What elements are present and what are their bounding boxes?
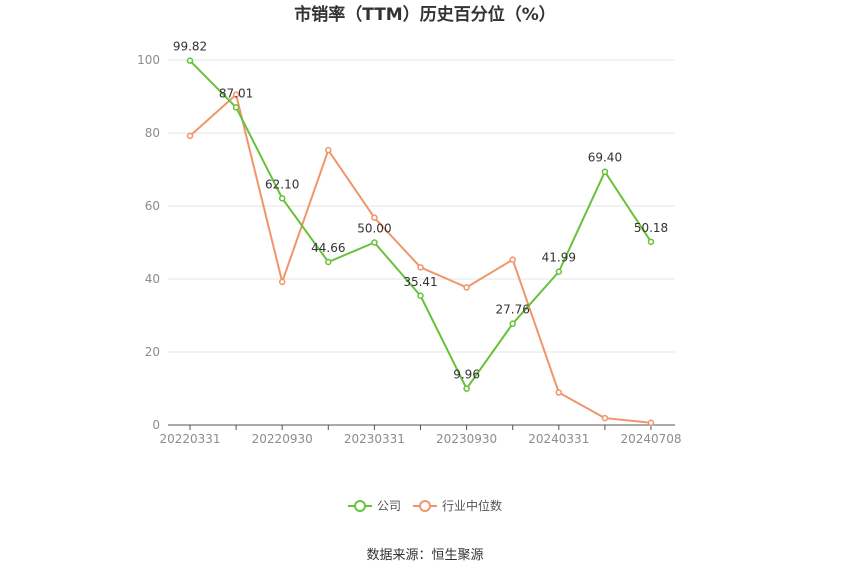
data-label-0: 99.82	[173, 40, 207, 54]
source-note: 数据来源：恒生聚源	[366, 548, 483, 563]
grid-lines	[168, 59, 675, 353]
series-line-0	[189, 59, 652, 390]
series-industry-median	[186, 91, 655, 427]
legend-swatch-marker-1	[419, 500, 431, 512]
data-point-0-2[interactable]	[278, 195, 286, 202]
data-label-1: 87.01	[219, 86, 253, 100]
data-point-1-3[interactable]	[325, 146, 332, 154]
legend-item-0[interactable]: 公司	[348, 499, 401, 513]
data-point-1-10[interactable]	[647, 419, 655, 427]
data-point-1-0[interactable]	[186, 132, 194, 140]
x-tick-label-20240331: 20240331	[528, 432, 589, 446]
data-label-4: 50.00	[357, 222, 391, 236]
data-label-10: 50.18	[634, 221, 668, 235]
y-tick-label-40: 40	[145, 272, 160, 286]
data-label-3: 44.66	[311, 241, 345, 255]
legend[interactable]: 公司 行业中位数	[348, 498, 502, 513]
y-tick-label-80: 80	[145, 126, 160, 140]
data-point-1-1[interactable]	[232, 91, 240, 98]
data-point-0-7[interactable]	[509, 320, 516, 327]
data-point-1-6[interactable]	[463, 284, 470, 291]
data-point-0-3[interactable]	[325, 258, 332, 266]
data-point-0-1[interactable]	[232, 104, 240, 111]
x-tick-label-20240708: 20240708	[620, 432, 681, 446]
data-point-1-4[interactable]	[371, 214, 378, 221]
legend-label-1: 行业中位数	[442, 498, 502, 513]
x-axis: 20220331 20220930 20230331 20230930 20240331…	[159, 424, 682, 446]
data-label-2: 62.10	[265, 177, 299, 191]
data-point-0-4[interactable]	[371, 239, 378, 246]
data-label-9: 69.40	[588, 151, 622, 165]
data-point-1-7[interactable]	[509, 256, 516, 263]
data-point-0-10[interactable]	[647, 238, 655, 246]
series-layer: 99.82 87.01 62.10 44.66 50.00 35.41 9.96 27.76 4…	[173, 40, 668, 427]
data-point-1-8[interactable]	[555, 389, 563, 396]
data-point-1-2[interactable]	[278, 278, 286, 286]
legend-label-0: 公司	[377, 499, 401, 513]
x-tick-label-20220331: 20220331	[159, 432, 220, 446]
x-tick-label-20220930: 20220930	[252, 432, 313, 446]
data-point-0-5[interactable]	[417, 292, 424, 300]
y-tick-label-0: 0	[152, 418, 160, 432]
legend-swatch-marker-0	[354, 500, 366, 512]
x-tick-label-20230930: 20230930	[436, 432, 497, 446]
data-point-1-5[interactable]	[417, 264, 424, 271]
data-point-1-9[interactable]	[601, 414, 609, 422]
data-point-0-6[interactable]	[463, 385, 470, 392]
data-label-7: 27.76	[496, 303, 530, 317]
data-point-0-9[interactable]	[601, 168, 609, 175]
y-tick-label-60: 60	[145, 199, 160, 213]
y-axis: 0 20 40 60 80 100	[137, 53, 160, 432]
x-tick-label-20230331: 20230331	[344, 432, 405, 446]
legend-item-1[interactable]: 行业中位数	[413, 498, 502, 513]
y-tick-label-100: 100	[137, 53, 160, 67]
y-tick-label-20: 20	[145, 345, 160, 359]
series-line-1	[189, 93, 652, 424]
chart-title: 市销率（TTM）历史百分位（%）	[294, 4, 556, 25]
data-label-8: 41.99	[542, 251, 576, 265]
series-company: 99.82 87.01 62.10 44.66 50.00 35.41 9.96 27.76 4…	[173, 40, 668, 392]
data-label-6: 9.96	[453, 368, 480, 382]
data-point-0-8[interactable]	[555, 268, 563, 275]
data-label-5: 35.41	[403, 275, 437, 289]
data-point-0-0[interactable]	[186, 57, 194, 64]
